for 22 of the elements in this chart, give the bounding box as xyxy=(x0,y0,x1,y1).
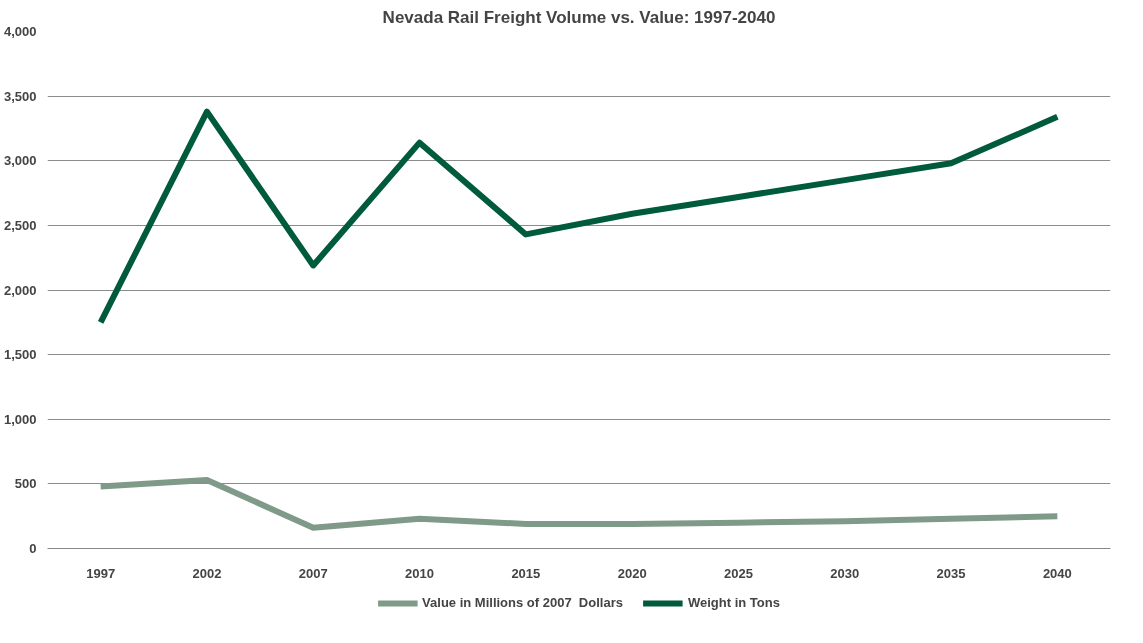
legend-label: Weight in Tons xyxy=(687,595,780,610)
y-tick-label: 1,000 xyxy=(3,411,37,427)
x-tick-label: 2030 xyxy=(830,565,860,581)
x-tick-label: 2040 xyxy=(1042,565,1072,581)
y-tick-label: 2,000 xyxy=(3,282,37,298)
x-tick-label: 2002 xyxy=(192,565,222,581)
y-tick-label: 4,000 xyxy=(3,24,37,39)
x-tick-label: 2015 xyxy=(511,565,541,581)
x-tick-label: 1997 xyxy=(86,565,116,581)
x-tick-label: 2025 xyxy=(723,565,753,581)
x-tick-label: 2007 xyxy=(298,565,328,581)
x-tick-label: 2010 xyxy=(405,565,435,581)
y-tick-label: 2,500 xyxy=(3,217,37,233)
y-tick-label: 0 xyxy=(29,541,37,556)
y-tick-label: 1,500 xyxy=(3,347,37,363)
chart-title: Nevada Rail Freight Volume vs. Value: 1997-2040 xyxy=(382,7,776,27)
legend-label: Value in Millions of 2007 Dollars xyxy=(422,595,623,610)
x-tick-label: 2020 xyxy=(617,565,647,581)
y-tick-label: 3,500 xyxy=(3,88,37,104)
y-tick-label: 3,000 xyxy=(3,153,37,169)
x-tick-label: 2035 xyxy=(936,565,966,581)
y-tick-label: 500 xyxy=(14,476,37,492)
